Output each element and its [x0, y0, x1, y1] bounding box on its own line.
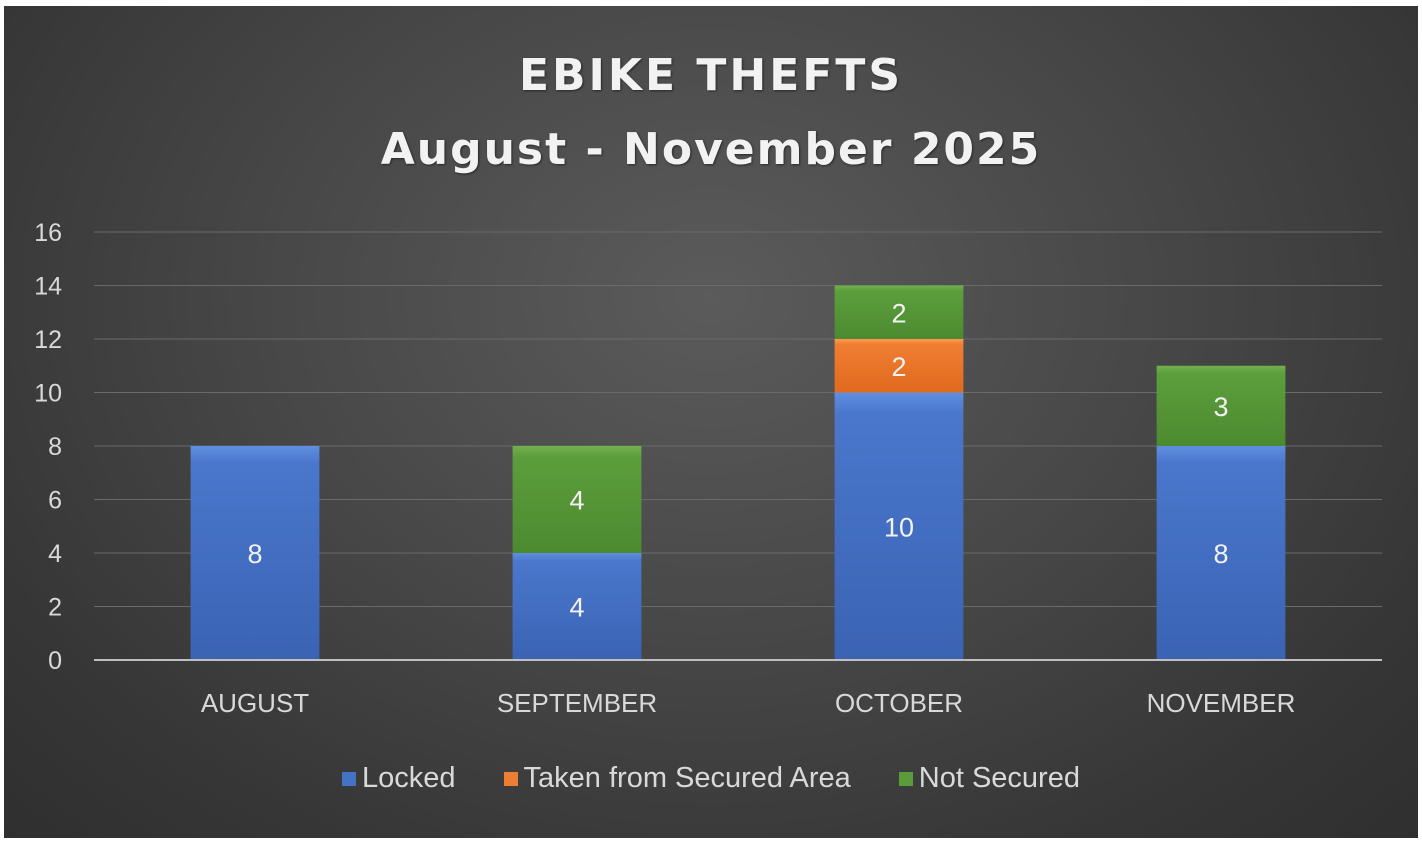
legend: Locked Taken from Secured Area Not Secur…: [4, 762, 1418, 795]
chart-title: EBIKE THEFTS: [518, 50, 904, 101]
x-tick-label: NOVEMBER: [1147, 688, 1296, 718]
data-label-not-secured-september: 4: [569, 486, 584, 516]
bar-locked-october: [834, 392, 964, 660]
bar-not-secured-september: [512, 446, 642, 553]
y-tick-label: 0: [48, 647, 62, 675]
bar-locked-november: [1156, 446, 1286, 660]
y-tick-label: 12: [34, 326, 62, 354]
bars: [190, 285, 1286, 660]
y-tick-label: 16: [34, 219, 62, 247]
data-label-taken-from-secured-area-october: 2: [891, 352, 906, 382]
y-tick-label: 6: [48, 487, 62, 515]
bar-locked-september: [512, 553, 642, 660]
legend-item-locked: Locked: [342, 762, 456, 795]
data-label-locked-august: 8: [247, 539, 262, 569]
legend-swatch-not-secured: [898, 771, 913, 786]
legend-swatch-taken-from-secured-area: [503, 771, 518, 786]
data-label-locked-october: 10: [884, 512, 914, 542]
bar-not-secured-october: [834, 285, 964, 339]
data-label-locked-september: 4: [569, 593, 584, 623]
data-label-locked-november: 8: [1213, 539, 1228, 569]
x-axis-ticks: AUGUST SEPTEMBER OCTOBER NOVEMBER: [201, 688, 1296, 718]
legend-label-taken-from-secured-area: Taken from Secured Area: [523, 762, 851, 794]
legend-item-taken-from-secured-area: Taken from Secured Area: [503, 762, 851, 795]
data-labels: 8 4 4 10 2 2 8 3: [247, 298, 1228, 622]
chart-frame: EBIKE THEFTS August - November 2025 0 2 4 6…: [4, 6, 1418, 838]
x-tick-label: AUGUST: [201, 688, 309, 718]
x-tick-label: SEPTEMBER: [497, 688, 657, 718]
chart-subtitle: August - November 2025: [380, 124, 1042, 175]
y-tick-label: 8: [48, 433, 62, 461]
legend-label-not-secured: Not Secured: [918, 762, 1080, 794]
y-tick-label: 4: [48, 540, 62, 568]
y-tick-label: 14: [34, 273, 62, 301]
y-tick-label: 2: [48, 594, 62, 622]
bar-not-secured-november: [1156, 365, 1286, 446]
y-axis-ticks: 0 2 4 6 8 10 12 14 16: [34, 219, 62, 675]
bar-taken-from-secured-area-october: [834, 339, 964, 393]
x-tick-label: OCTOBER: [835, 688, 963, 718]
data-label-not-secured-november: 3: [1213, 392, 1228, 422]
y-tick-label: 10: [34, 380, 62, 408]
chart-plot: 0 2 4 6 8 10 12 14 16 8 4 4 10 2 2 8 3 AUGUST SEPTEMBER O…: [34, 219, 1382, 718]
bar-locked-august: [190, 446, 320, 660]
legend-item-not-secured: Not Secured: [898, 762, 1080, 795]
legend-label-locked: Locked: [362, 762, 456, 794]
data-label-not-secured-october: 2: [891, 298, 906, 328]
legend-swatch-locked: [342, 771, 357, 786]
